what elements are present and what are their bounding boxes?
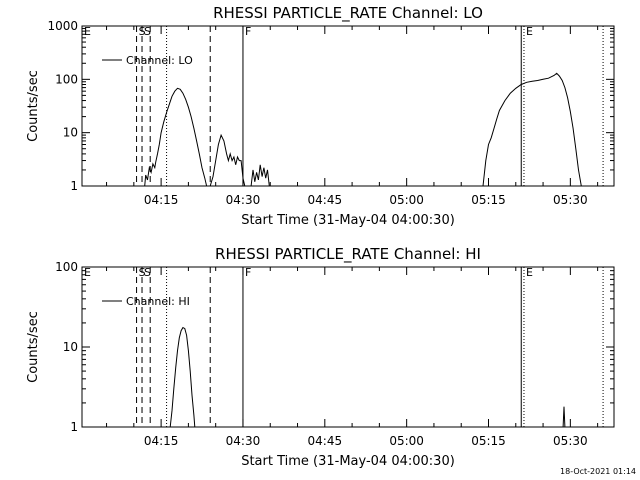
x-axis-label: Start Time (31-May-04 04:00:30) [241,213,455,228]
x-tick-label: 05:15 [471,434,506,448]
x-tick-label: 05:30 [553,193,588,207]
event-flag-label: F [245,266,251,279]
y-tick-label: 1 [70,179,78,193]
x-tick-label: 05:30 [553,434,588,448]
x-tick-label: 04:15 [144,193,179,207]
x-axis-label: Start Time (31-May-04 04:00:30) [241,454,455,469]
panel-lo: RHESSI PARTICLE_RATE Channel: LO Counts/s… [26,4,615,228]
y-tick-label: 1 [70,420,78,434]
event-flag-label: E [526,25,533,38]
chart-title: RHESSI PARTICLE_RATE Channel: HI [215,245,481,264]
event-flag-label: S [144,25,151,38]
y-axis-label: Counts/sec [26,70,41,142]
x-tick-label: 04:45 [308,193,343,207]
series-line-0 [169,326,566,427]
y-tick-label: 100 [55,260,78,274]
event-flag-label: E [526,266,533,279]
event-flag-label: F [245,25,251,38]
y-tick-label: 100 [55,72,78,86]
x-tick-label: 04:30 [226,434,261,448]
x-tick-label: 05:00 [389,193,424,207]
y-tick-label: 10 [63,340,78,354]
x-tick-label: 04:45 [308,434,343,448]
legend-label: Channel: HI [126,295,190,308]
y-tick-label: 1000 [47,19,78,33]
chart-title: RHESSI PARTICLE_RATE Channel: LO [213,4,483,23]
footer-timestamp: 18-Oct-2021 01:14 [560,467,636,476]
event-flag-label: E [84,25,91,38]
x-tick-label: 04:30 [226,193,261,207]
event-flag-label: E [84,266,91,279]
y-axis-label: Counts/sec [26,311,41,383]
event-flag-label: S [144,266,151,279]
series-line-0 [144,72,582,186]
legend-label: Channel: LO [126,54,193,67]
y-tick-label: 10 [63,126,78,140]
panel-hi: RHESSI PARTICLE_RATE Channel: HI Counts/s… [26,245,615,469]
x-tick-label: 05:00 [389,434,424,448]
plot-frame [81,25,615,187]
x-tick-label: 04:15 [144,434,179,448]
x-tick-label: 05:15 [471,193,506,207]
plot-frame [81,266,615,428]
